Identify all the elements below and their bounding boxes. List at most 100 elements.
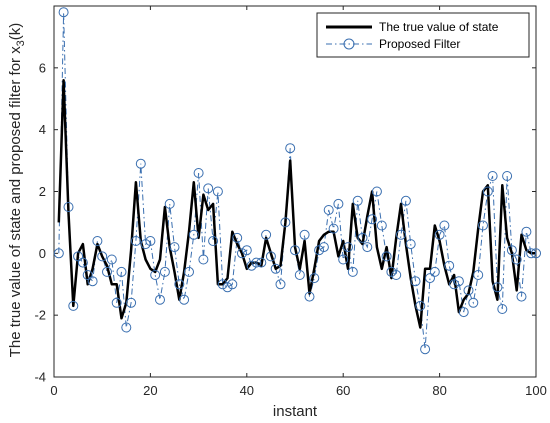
proposed-filter-point (188, 229, 199, 240)
proposed-filter-point (227, 279, 238, 290)
proposed-filter-point (237, 248, 247, 259)
proposed-filter-point (458, 307, 469, 318)
proposed-filter-point (391, 270, 402, 280)
y-axis-label: The true value of state and proposed fil… (7, 23, 27, 358)
proposed-filter-point (434, 229, 445, 240)
x-tick-label: 100 (525, 383, 547, 398)
legend-box (316, 12, 530, 58)
y-axis-label-main: The true value of state and proposed fil… (7, 46, 24, 358)
proposed-filter-point (126, 297, 137, 308)
proposed-filter-point (371, 186, 382, 197)
proposed-filter-point (285, 143, 296, 154)
proposed-filter-point (63, 202, 74, 212)
proposed-filter-point (420, 344, 431, 355)
proposed-filter-point (526, 248, 537, 259)
proposed-filter-point (212, 186, 223, 197)
proposed-filter-point (130, 236, 141, 246)
proposed-filter-point (318, 242, 329, 253)
proposed-filter-point (87, 276, 98, 287)
proposed-filter-point (164, 198, 175, 209)
proposed-filter-point (155, 294, 165, 305)
proposed-filter-point (77, 257, 88, 268)
proposed-filter-point (174, 279, 185, 290)
proposed-filter-point (400, 195, 411, 206)
proposed-filter-point (256, 257, 267, 268)
proposed-filter-point (184, 266, 194, 277)
x-tick-label: 20 (143, 383, 157, 398)
proposed-filter-point (217, 279, 228, 290)
proposed-filter-point (362, 242, 373, 253)
y-tick-label: 2 (39, 184, 46, 199)
proposed-filter-point (299, 229, 310, 240)
y-tick-label: 6 (39, 60, 46, 75)
x-axis-label: instant (273, 403, 318, 420)
proposed-filter-point (159, 266, 170, 277)
legend-label-proposed-filter: Proposed Filter (379, 37, 460, 51)
proposed-filter-point (439, 220, 450, 231)
legend-marker-proposed-filter (343, 38, 355, 50)
proposed-filter-point (150, 270, 161, 280)
proposed-filter-point (343, 242, 353, 253)
proposed-filter-point (203, 183, 214, 194)
proposed-filter-point (102, 266, 112, 277)
proposed-filter-point (179, 294, 190, 305)
proposed-filter-point (241, 245, 252, 256)
proposed-filter-point (506, 245, 517, 256)
x-tick-label: 40 (240, 383, 254, 398)
proposed-filter-point (429, 266, 440, 277)
proposed-filter-point (97, 251, 108, 262)
proposed-filter-point (323, 205, 334, 215)
proposed-filter-point (145, 236, 156, 246)
y-tick-label: 4 (39, 122, 46, 137)
proposed-filter-point (473, 270, 484, 280)
proposed-filter-point (352, 195, 363, 206)
proposed-filter-point (198, 254, 209, 265)
proposed-filter-point (328, 223, 339, 234)
proposed-filter-point (381, 251, 392, 262)
series-line-true-state (57, 78, 536, 329)
proposed-filter-point (497, 304, 508, 314)
legend: The true value of state Proposed Filter (316, 12, 530, 58)
proposed-filter-point (232, 232, 243, 243)
proposed-filter-point (386, 266, 397, 277)
proposed-filter-point (111, 297, 122, 308)
proposed-filter-point (208, 236, 219, 246)
proposed-filter-point (468, 297, 479, 308)
proposed-filter-point (425, 273, 435, 284)
proposed-filter-point (73, 251, 84, 262)
y-tick-label: 0 (39, 246, 46, 261)
proposed-filter-point (333, 198, 344, 209)
proposed-filter-point (265, 251, 276, 262)
proposed-filter-point (478, 220, 488, 231)
proposed-filter-point (135, 158, 146, 169)
plot-area (53, 5, 537, 378)
proposed-filter-point (294, 270, 305, 280)
proposed-filter-point (92, 236, 103, 246)
series-layer (53, 7, 541, 355)
proposed-filter-point (502, 171, 513, 181)
proposed-filter-point (516, 291, 527, 302)
x-tick-label: 0 (50, 383, 57, 398)
proposed-filter-point (444, 260, 455, 271)
proposed-filter-point (521, 226, 532, 237)
proposed-filter-point (106, 254, 117, 265)
proposed-filter-point (309, 273, 320, 284)
proposed-filter-point (338, 254, 349, 265)
proposed-filter-point (53, 248, 64, 259)
proposed-filter-point (275, 279, 286, 290)
x-tick-label: 60 (336, 383, 350, 398)
proposed-filter-point (261, 229, 272, 240)
proposed-filter-point (492, 282, 503, 293)
proposed-filter-point (487, 171, 498, 181)
y-tick-label: -2 (34, 308, 46, 323)
proposed-filter-point (116, 266, 127, 277)
proposed-filter-point (347, 266, 358, 277)
proposed-filter-point (82, 270, 93, 280)
legend-label-true-state: The true value of state (379, 20, 499, 34)
proposed-filter-point (58, 7, 69, 18)
proposed-filter-point (511, 254, 522, 265)
proposed-filter-point (280, 217, 291, 228)
proposed-filter-point (405, 239, 416, 250)
proposed-filter-point (367, 214, 378, 225)
proposed-filter-point (415, 300, 426, 311)
